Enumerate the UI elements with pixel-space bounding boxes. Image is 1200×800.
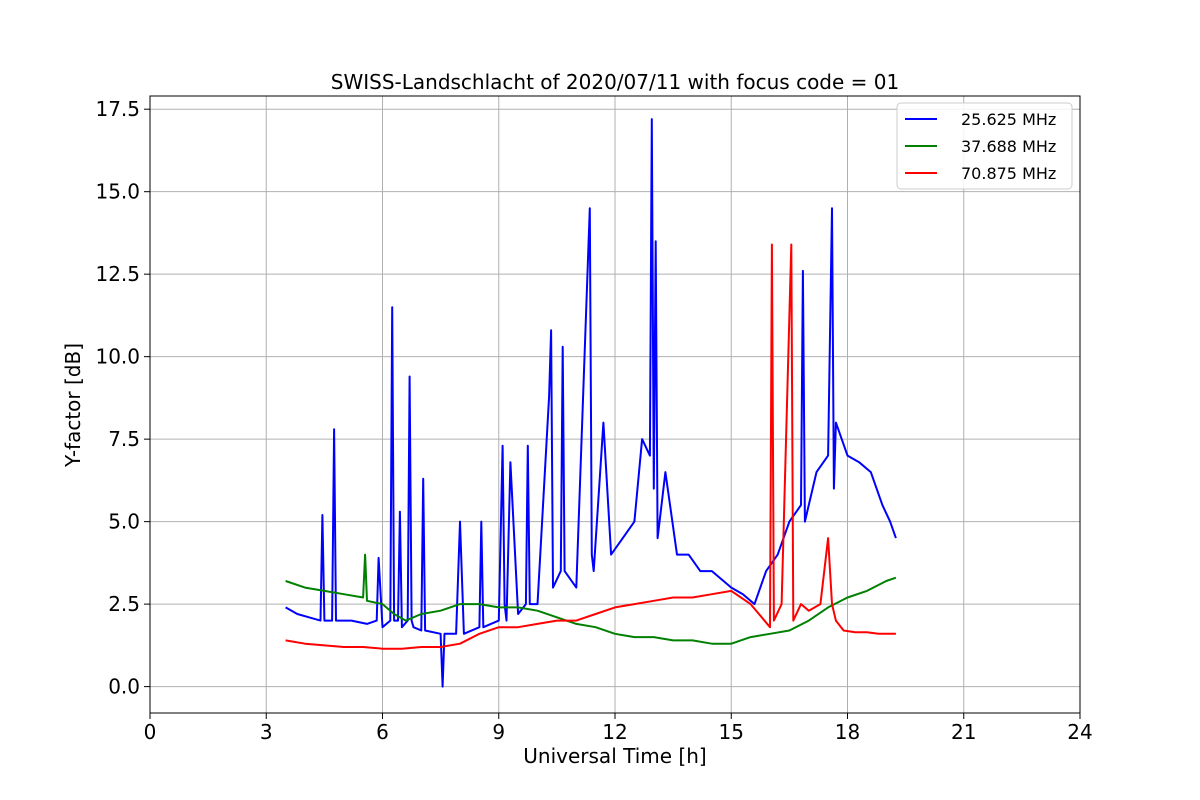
x-tick-label: 0 bbox=[144, 720, 157, 744]
x-tick-label: 6 bbox=[376, 720, 389, 744]
y-tick-label: 15.0 bbox=[95, 180, 140, 204]
y-axis-label: Y-factor [dB] bbox=[61, 343, 85, 468]
y-tick-label: 7.5 bbox=[108, 427, 140, 451]
x-tick-label: 21 bbox=[951, 720, 976, 744]
legend-label-1: 37.688 MHz bbox=[961, 137, 1056, 156]
legend: 25.625 MHz 37.688 MHz 70.875 MHz bbox=[896, 102, 1073, 190]
x-tick-label: 24 bbox=[1067, 720, 1092, 744]
y-axis-ticks: 0.0 2.5 5.0 7.5 10.0 12.5 15.0 17.5 bbox=[95, 97, 150, 699]
x-tick-label: 9 bbox=[492, 720, 505, 744]
x-tick-label: 12 bbox=[602, 720, 627, 744]
y-tick-label: 2.5 bbox=[108, 592, 140, 616]
series-line-0 bbox=[285, 118, 897, 688]
y-tick-label: 17.5 bbox=[95, 97, 140, 121]
y-tick-label: 0.0 bbox=[108, 675, 140, 699]
x-tick-label: 15 bbox=[719, 720, 744, 744]
x-axis-ticks: 0 3 6 9 12 15 18 21 24 bbox=[144, 713, 1093, 744]
legend-box bbox=[896, 102, 1073, 190]
y-tick-label: 5.0 bbox=[108, 510, 140, 534]
series-line-2 bbox=[285, 243, 896, 650]
y-tick-label: 10.0 bbox=[95, 345, 140, 369]
legend-label-2: 70.875 MHz bbox=[961, 164, 1056, 183]
series-group bbox=[285, 118, 897, 688]
x-tick-label: 3 bbox=[260, 720, 273, 744]
chart-title: SWISS-Landschlacht of 2020/07/11 with fo… bbox=[331, 70, 899, 94]
y-tick-label: 12.5 bbox=[95, 262, 140, 286]
legend-label-0: 25.625 MHz bbox=[961, 110, 1056, 129]
x-axis-label: Universal Time [h] bbox=[523, 744, 706, 768]
x-tick-label: 18 bbox=[835, 720, 860, 744]
